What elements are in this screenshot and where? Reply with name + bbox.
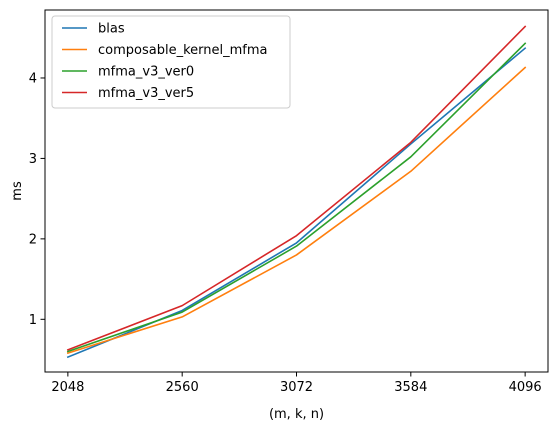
legend-box <box>51 15 291 109</box>
series-line-mfma-v3-ver0 <box>66 42 527 353</box>
legend: blas composable_kernel_mfma mfma_v3_ver0mf… <box>51 15 291 109</box>
x-tick-label: 3072 <box>280 380 313 395</box>
y-tick-label: 4 <box>29 71 37 86</box>
series-layer <box>66 25 527 359</box>
legend-label: composable_kernel_mfma <box>98 43 267 58</box>
x-axis: 2048 2560 3072 3584 4096 <box>51 372 542 395</box>
y-axis-label: ms <box>10 181 25 201</box>
legend-label: mfma_v3_ver0 <box>98 65 194 80</box>
y-tick-label: 1 <box>29 313 37 328</box>
y-tick-label: 3 <box>29 152 37 167</box>
legend-label: blas <box>98 22 125 37</box>
x-tick-label: 4096 <box>509 380 542 395</box>
legend-label: mfma_v3_ver5 <box>98 86 194 101</box>
x-tick-label: 2560 <box>166 380 199 395</box>
series-line-mfma-v3-ver5 <box>66 25 527 351</box>
y-tick-label: 2 <box>29 232 37 247</box>
x-tick-label: 3584 <box>394 380 427 395</box>
y-axis: 1 2 3 4 <box>29 71 45 328</box>
series-line-composable-kernel-mfma <box>66 66 527 355</box>
x-tick-label: 2048 <box>51 380 84 395</box>
x-axis-label: (m, k, n) <box>269 407 324 422</box>
